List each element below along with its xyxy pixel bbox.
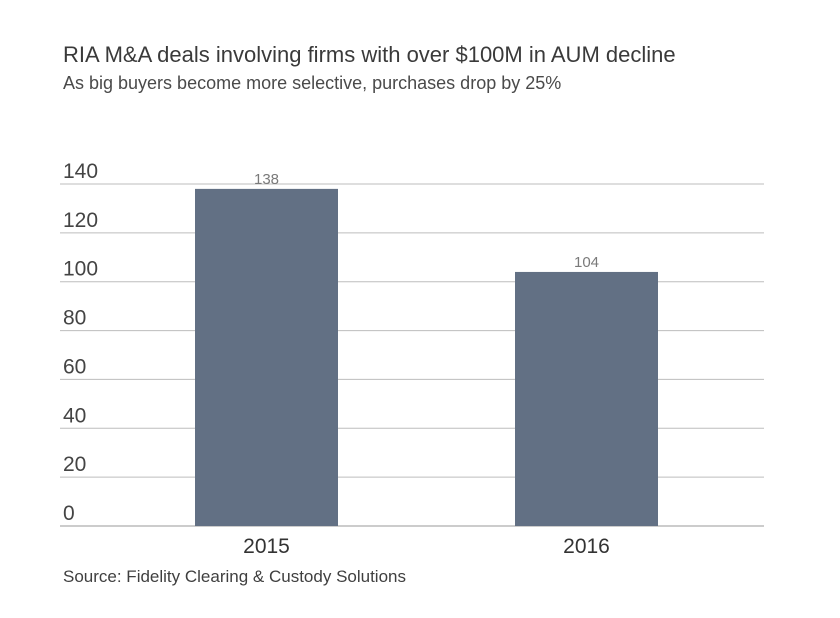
data-label-2015: 138 (254, 171, 279, 188)
x-tick-label-2015: 2015 (243, 535, 290, 558)
x-tick-label-2016: 2016 (563, 535, 610, 558)
source-note: Source: Fidelity Clearing & Custody Solu… (63, 567, 406, 586)
y-tick-label-60: 60 (63, 355, 86, 378)
y-tick-label-80: 80 (63, 307, 86, 330)
data-labels: 138 104 (254, 171, 599, 271)
y-tick-label-140: 140 (63, 160, 98, 183)
chart-subtitle: As big buyers become more selective, pur… (63, 73, 562, 93)
bars (195, 188, 658, 526)
bar-2015 (195, 188, 338, 526)
y-tick-label-40: 40 (63, 404, 86, 427)
grid-lines (60, 183, 764, 527)
y-axis-ticks: 0 20 40 60 80 100 120 140 (63, 160, 98, 525)
y-tick-label-0: 0 (63, 502, 75, 525)
data-label-2016: 104 (574, 254, 599, 271)
y-tick-label-20: 20 (63, 453, 86, 476)
chart-title: RIA M&A deals involving firms with over … (63, 42, 676, 67)
bar-2016 (515, 271, 658, 526)
y-tick-label-120: 120 (63, 209, 98, 232)
y-tick-label-100: 100 (63, 258, 98, 281)
x-axis-ticks: 2015 2016 (243, 535, 610, 558)
